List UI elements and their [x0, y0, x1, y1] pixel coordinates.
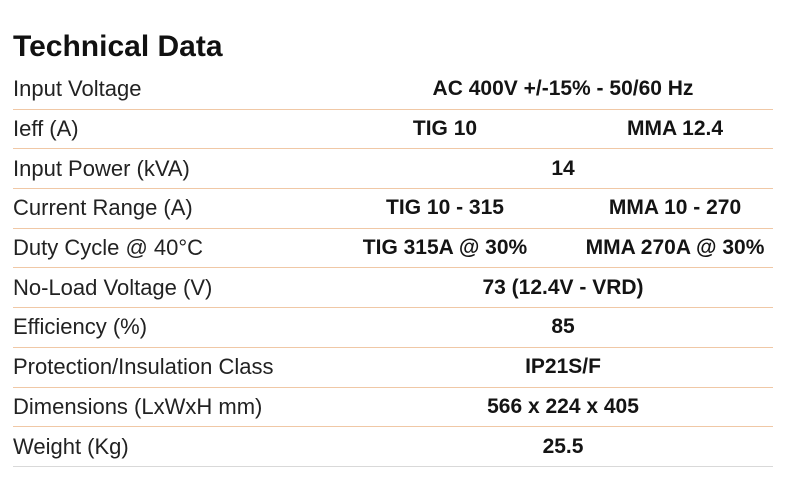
spec-row-dimensions: Dimensions (LxWxH mm) 566 x 224 x 405 [13, 388, 773, 428]
spec-values: TIG 10 - 315 MMA 10 - 270 [333, 189, 773, 228]
spec-value: 73 (12.4V - VRD) [482, 275, 644, 299]
spec-row-weight: Weight (Kg) 25.5 [13, 427, 773, 467]
spec-row-input-voltage: Input Voltage AC 400V +/-15% - 50/60 Hz [13, 70, 773, 110]
spec-value: 85 [551, 315, 575, 339]
spec-row-protection-class: Protection/Insulation Class IP21S/F [13, 348, 773, 388]
spec-row-efficiency: Efficiency (%) 85 [13, 308, 773, 348]
spec-value-mma: MMA 12.4 [626, 117, 724, 141]
spec-row-input-power: Input Power (kVA) 14 [13, 149, 773, 190]
spec-label: Current Range (A) [13, 195, 193, 221]
spec-values: IP21S/F [333, 348, 773, 387]
spec-values: 14 [333, 149, 773, 188]
spec-value-mma: MMA 10 - 270 [608, 196, 742, 220]
spec-value-tig: TIG 10 - 315 [386, 196, 504, 220]
spec-value: 25.5 [542, 434, 584, 458]
spec-row-current-range: Current Range (A) TIG 10 - 315 MMA 10 - … [13, 189, 773, 229]
spec-value-mma: MMA 270A @ 30% [585, 236, 765, 260]
spec-label: Input Power (kVA) [13, 155, 190, 181]
spec-values: 85 [333, 308, 773, 347]
technical-data-sheet: Technical Data Input Voltage AC 400V +/-… [13, 0, 773, 467]
spec-values: TIG 315A @ 30% MMA 270A @ 30% [333, 229, 773, 268]
spec-values: 73 (12.4V - VRD) [333, 268, 773, 307]
spec-value: 14 [551, 156, 575, 180]
spec-row-no-load-voltage: No-Load Voltage (V) 73 (12.4V - VRD) [13, 268, 773, 309]
spec-table: Input Voltage AC 400V +/-15% - 50/60 Hz … [13, 70, 773, 467]
spec-value: AC 400V +/-15% - 50/60 Hz [432, 77, 694, 101]
spec-label: Weight (Kg) [13, 433, 129, 459]
spec-row-ieff: Ieff (A) TIG 10 MMA 12.4 [13, 110, 773, 150]
spec-label: Dimensions (LxWxH mm) [13, 393, 263, 419]
spec-value: 566 x 224 x 405 [487, 394, 639, 418]
spec-label: Efficiency (%) [13, 314, 148, 340]
spec-values: 25.5 [333, 427, 773, 466]
spec-value: IP21S/F [525, 355, 601, 379]
spec-value-tig: TIG 315A @ 30% [362, 236, 528, 260]
spec-values: TIG 10 MMA 12.4 [333, 110, 773, 149]
spec-values: 566 x 224 x 405 [333, 388, 773, 427]
spec-label: Duty Cycle @ 40°C [13, 235, 204, 261]
spec-label: Ieff (A) [13, 116, 79, 142]
spec-label: Protection/Insulation Class [13, 354, 274, 380]
spec-row-duty-cycle: Duty Cycle @ 40°C TIG 315A @ 30% MMA 270… [13, 229, 773, 269]
page-title: Technical Data [13, 30, 223, 63]
spec-values: AC 400V +/-15% - 50/60 Hz [333, 70, 773, 109]
spec-label: Input Voltage [13, 76, 142, 102]
spec-value-tig: TIG 10 [412, 117, 478, 141]
spec-label: No-Load Voltage (V) [13, 274, 213, 300]
